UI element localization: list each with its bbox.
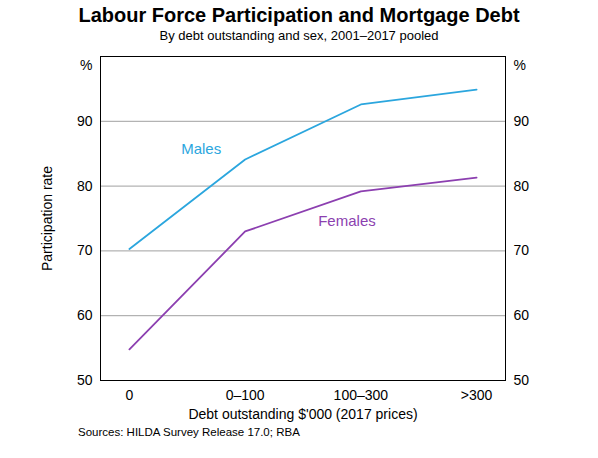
svg-text:Females: Females: [318, 212, 376, 229]
svg-text:Participation rate: Participation rate: [39, 166, 55, 271]
svg-text:80: 80: [77, 178, 93, 194]
svg-text:70: 70: [77, 242, 93, 258]
svg-text:%: %: [80, 57, 92, 73]
svg-text:Males: Males: [181, 140, 221, 157]
svg-text:Debt outstanding $'000 (2017 p: Debt outstanding $'000 (2017 prices): [188, 406, 417, 422]
svg-text:0: 0: [126, 387, 134, 403]
svg-text:90: 90: [77, 113, 93, 129]
svg-text:%: %: [514, 57, 526, 73]
html-text:Sources: HILDA Survey Release: Sources: HILDA Survey Release 17.0; RBA: [78, 426, 300, 438]
svg-text:50: 50: [77, 372, 93, 388]
svg-text:70: 70: [514, 242, 530, 258]
svg-text:80: 80: [514, 178, 530, 194]
svg-text:60: 60: [77, 307, 93, 323]
svg-text:50: 50: [514, 372, 530, 388]
svg-text:0–100: 0–100: [226, 387, 265, 403]
html-text:Labour Force Participation and: Labour Force Participation and Mortgage …: [78, 4, 520, 26]
html-text:By debt outstanding and sex, 2: By debt outstanding and sex, 2001–2017 p…: [159, 28, 439, 43]
svg-text:60: 60: [514, 307, 530, 323]
svg-text:90: 90: [514, 113, 530, 129]
svg-text:>300: >300: [461, 387, 493, 403]
svg-text:100–300: 100–300: [334, 387, 389, 403]
